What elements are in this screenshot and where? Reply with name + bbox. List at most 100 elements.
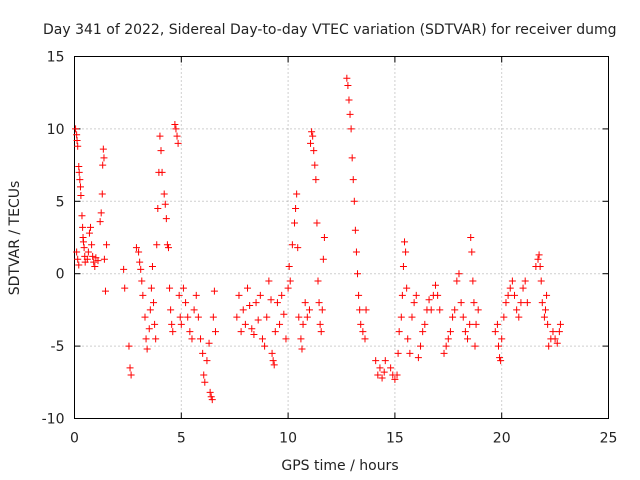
data-point	[75, 168, 83, 176]
data-point	[313, 219, 321, 227]
data-point	[307, 139, 315, 147]
data-point	[205, 339, 213, 347]
data-point	[169, 328, 177, 336]
data-point	[74, 142, 82, 150]
data-point	[90, 258, 98, 266]
data-point	[201, 378, 209, 386]
data-point	[427, 306, 435, 314]
data-point	[163, 241, 171, 249]
data-point	[237, 328, 245, 336]
data-point	[152, 335, 160, 343]
y-tick-label: 5	[56, 194, 65, 210]
data-point	[186, 328, 194, 336]
data-point	[182, 299, 190, 307]
data-point	[544, 320, 552, 328]
data-point	[493, 320, 501, 328]
data-point	[350, 197, 358, 205]
data-point	[372, 357, 380, 365]
data-point	[356, 306, 364, 314]
data-point	[376, 364, 384, 372]
data-point	[469, 277, 477, 285]
data-point	[151, 320, 159, 328]
data-point	[417, 342, 425, 350]
data-point	[551, 335, 559, 343]
data-point	[471, 342, 479, 350]
data-point	[534, 255, 542, 263]
data-point	[100, 255, 108, 263]
data-point	[208, 396, 216, 404]
data-point	[103, 241, 111, 249]
data-point	[401, 238, 409, 246]
data-point	[315, 299, 323, 307]
data-point	[84, 248, 92, 256]
data-point	[80, 244, 88, 252]
data-point	[394, 349, 402, 357]
data-point	[374, 371, 382, 379]
data-point	[153, 241, 161, 249]
data-point	[349, 176, 357, 184]
data-point	[265, 277, 273, 285]
data-point	[135, 248, 143, 256]
data-point	[168, 320, 176, 328]
grid	[74, 56, 609, 419]
data-point	[190, 306, 198, 314]
x-tick-label: 10	[279, 431, 297, 447]
data-point	[79, 238, 87, 246]
data-point	[397, 313, 405, 321]
data-point	[75, 261, 83, 269]
data-point	[87, 223, 95, 231]
x-tick-label: 25	[600, 431, 618, 447]
data-point	[284, 284, 292, 292]
data-point	[282, 335, 290, 343]
data-point	[293, 190, 301, 198]
data-point	[199, 349, 207, 357]
data-point	[444, 335, 452, 343]
data-point	[179, 284, 187, 292]
data-point	[148, 262, 156, 270]
data-point	[523, 299, 531, 307]
data-point	[167, 306, 175, 314]
data-point	[99, 145, 107, 153]
data-point	[150, 299, 158, 307]
data-point	[442, 342, 450, 350]
data-point	[241, 320, 249, 328]
data-point	[207, 393, 215, 401]
data-point	[521, 277, 529, 285]
data-point	[380, 368, 388, 376]
data-point	[406, 349, 414, 357]
data-point	[286, 277, 294, 285]
data-point	[346, 110, 354, 118]
data-point	[431, 281, 439, 289]
data-point	[158, 168, 166, 176]
data-point	[393, 371, 401, 379]
data-point	[172, 125, 180, 133]
y-tick-label: 15	[47, 50, 65, 66]
data-point	[317, 328, 325, 336]
data-point	[197, 335, 205, 343]
x-axis-label: GPS time / hours	[281, 458, 398, 474]
data-point	[461, 328, 469, 336]
data-point	[351, 226, 359, 234]
data-point	[176, 313, 184, 321]
data-point	[403, 284, 411, 292]
data-point	[496, 354, 504, 362]
data-point	[292, 205, 300, 213]
data-point	[491, 328, 499, 336]
data-point	[457, 299, 465, 307]
data-point	[278, 291, 286, 299]
data-point	[73, 136, 81, 144]
data-point	[464, 335, 472, 343]
data-point	[398, 291, 406, 299]
data-point	[146, 306, 154, 314]
data-point	[211, 328, 219, 336]
data-point	[348, 154, 356, 162]
data-point	[519, 284, 527, 292]
data-point	[357, 320, 365, 328]
data-point	[147, 284, 155, 292]
data-point	[188, 335, 196, 343]
data-point	[175, 291, 183, 299]
data-point	[164, 244, 172, 252]
data-point	[74, 255, 82, 263]
data-point	[419, 328, 427, 336]
data-point	[301, 299, 309, 307]
